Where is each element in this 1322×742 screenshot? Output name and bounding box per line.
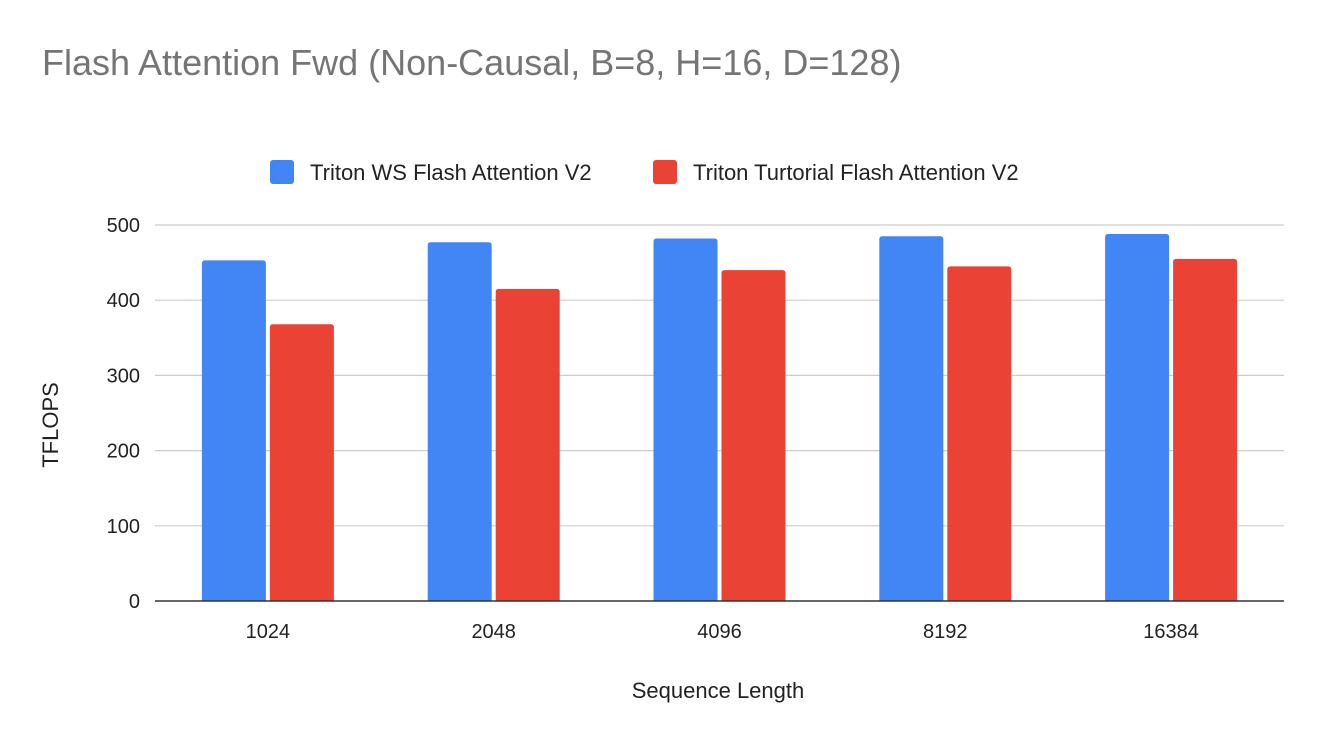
bar-series-2-2048: [495, 288, 560, 601]
legend-swatch-series-2: [653, 160, 677, 184]
x-axis-title: Sequence Length: [632, 678, 805, 703]
legend: Triton WS Flash Attention V2 Triton Turt…: [270, 160, 1019, 185]
bar-series-2-16384: [1173, 258, 1238, 601]
bar-series-1-4096: [653, 238, 718, 601]
x-tick-label: 2048: [471, 621, 516, 643]
gridlines: [155, 224, 1284, 527]
x-tick-label: 1024: [246, 621, 291, 643]
y-tick-label: 300: [107, 365, 140, 387]
y-tick-label: 200: [107, 441, 140, 463]
bar-series-2-1024: [269, 324, 334, 601]
x-tick-label: 8192: [923, 621, 968, 643]
y-tick-label: 500: [107, 215, 140, 237]
y-axis-ticks: 0 100 200 300 400 500: [107, 215, 140, 613]
bar-series-2-8192: [947, 266, 1012, 601]
y-axis-title: TFLOPS: [38, 382, 63, 468]
legend-swatch-series-1: [270, 160, 294, 184]
y-tick-label: 100: [107, 516, 140, 538]
bar-series-1-1024: [201, 260, 266, 601]
bar-series-2-4096: [721, 270, 786, 601]
y-tick-label: 0: [129, 591, 140, 613]
bar-series-1-8192: [879, 236, 944, 601]
legend-label-series-2: Triton Turtorial Flash Attention V2: [693, 160, 1019, 185]
chart-title: Flash Attention Fwd (Non-Causal, B=8, H=…: [42, 42, 901, 83]
legend-label-series-1: Triton WS Flash Attention V2: [310, 160, 592, 185]
x-tick-label: 4096: [697, 621, 742, 643]
bars: [201, 234, 1238, 602]
bar-series-1-16384: [1105, 234, 1170, 602]
bar-series-1-2048: [427, 242, 492, 601]
y-tick-label: 400: [107, 290, 140, 312]
x-axis-ticks: 1024 2048 4096 8192 16384: [246, 621, 1199, 643]
x-tick-label: 16384: [1143, 621, 1199, 643]
